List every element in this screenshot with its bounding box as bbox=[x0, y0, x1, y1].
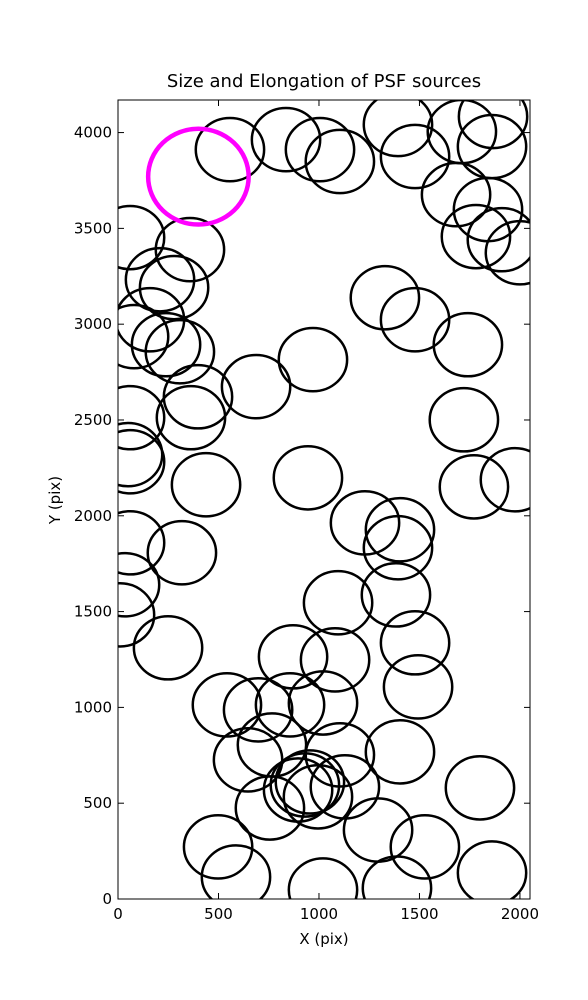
y-tick-label: 1500 bbox=[74, 603, 112, 621]
y-tick-label: 1000 bbox=[74, 698, 112, 716]
source-ellipse bbox=[194, 116, 266, 183]
y-tick-label: 500 bbox=[83, 794, 112, 812]
source-ellipse bbox=[222, 677, 294, 743]
source-ellipse bbox=[182, 814, 254, 880]
source-ellipse bbox=[118, 581, 156, 648]
source-ellipse bbox=[456, 840, 528, 899]
source-ellipse bbox=[349, 264, 421, 331]
marks bbox=[118, 100, 530, 899]
source-ellipse bbox=[118, 303, 170, 370]
source-ellipse bbox=[304, 128, 376, 195]
source-ellipse bbox=[420, 161, 492, 228]
x-tick-label: 2000 bbox=[501, 905, 539, 923]
y-tick-label: 2000 bbox=[74, 507, 112, 525]
source-ellipse bbox=[138, 254, 210, 321]
source-ellipse bbox=[144, 318, 216, 385]
source-ellipse bbox=[284, 116, 356, 183]
source-ellipse bbox=[457, 100, 529, 150]
source-ellipse bbox=[250, 106, 322, 173]
source-ellipse bbox=[118, 551, 161, 618]
source-ellipse bbox=[282, 764, 354, 830]
source-ellipse bbox=[154, 216, 226, 283]
source-ellipse bbox=[170, 451, 242, 518]
source-ellipse bbox=[234, 775, 306, 841]
source-ellipse bbox=[362, 100, 434, 158]
source-ellipse bbox=[440, 203, 512, 270]
source-ellipse bbox=[146, 519, 218, 586]
source-ellipse bbox=[466, 206, 530, 273]
source-ellipse bbox=[269, 752, 341, 818]
source-ellipse bbox=[379, 286, 451, 353]
source-ellipse bbox=[277, 326, 349, 393]
y-tick-label: 0 bbox=[102, 890, 112, 908]
y-tick-label: 2500 bbox=[74, 411, 112, 429]
x-tick-label: 1000 bbox=[300, 905, 338, 923]
source-ellipse bbox=[118, 204, 166, 271]
source-ellipse bbox=[484, 219, 530, 286]
x-axis-label: X (pix) bbox=[299, 930, 348, 948]
source-ellipse bbox=[360, 562, 432, 628]
source-ellipse bbox=[200, 844, 272, 899]
source-ellipse bbox=[155, 384, 227, 451]
x-tick-label: 0 bbox=[113, 905, 123, 923]
source-ellipse bbox=[130, 311, 202, 378]
source-ellipse bbox=[361, 855, 433, 899]
source-ellipse bbox=[132, 614, 204, 681]
source-ellipse bbox=[364, 718, 436, 785]
source-ellipse bbox=[220, 353, 292, 420]
source-ellipse bbox=[287, 857, 359, 899]
y-tick-label: 3500 bbox=[74, 219, 112, 237]
source-ellipse bbox=[272, 444, 344, 511]
source-ellipse bbox=[438, 453, 510, 520]
source-ellipse bbox=[145, 126, 251, 227]
source-ellipse bbox=[118, 428, 166, 495]
source-ellipse bbox=[118, 509, 166, 576]
source-ellipse bbox=[389, 814, 461, 880]
y-tick-label: 3000 bbox=[74, 315, 112, 333]
source-ellipse bbox=[382, 654, 454, 720]
source-ellipse bbox=[444, 755, 516, 821]
source-ellipse bbox=[274, 749, 346, 815]
chart-title: Size and Elongation of PSF sources bbox=[167, 71, 481, 92]
x-tick-label: 500 bbox=[204, 905, 233, 923]
source-ellipse bbox=[428, 386, 500, 453]
x-tick-label: 1500 bbox=[400, 905, 438, 923]
source-ellipse bbox=[479, 446, 530, 513]
source-ellipse bbox=[362, 514, 434, 581]
source-ellipse bbox=[254, 672, 326, 738]
plot-frame bbox=[117, 99, 531, 900]
y-tick-label: 4000 bbox=[74, 124, 112, 142]
source-ellipse bbox=[124, 246, 196, 313]
source-ellipse bbox=[287, 670, 359, 736]
source-ellipse bbox=[302, 569, 374, 636]
source-ellipse bbox=[432, 311, 504, 378]
source-ellipse bbox=[364, 496, 436, 563]
y-axis-label: Y (pix) bbox=[46, 476, 64, 525]
source-ellipse bbox=[118, 384, 166, 451]
source-ellipse bbox=[379, 609, 451, 676]
source-ellipse bbox=[299, 627, 371, 693]
source-ellipse bbox=[379, 123, 451, 190]
